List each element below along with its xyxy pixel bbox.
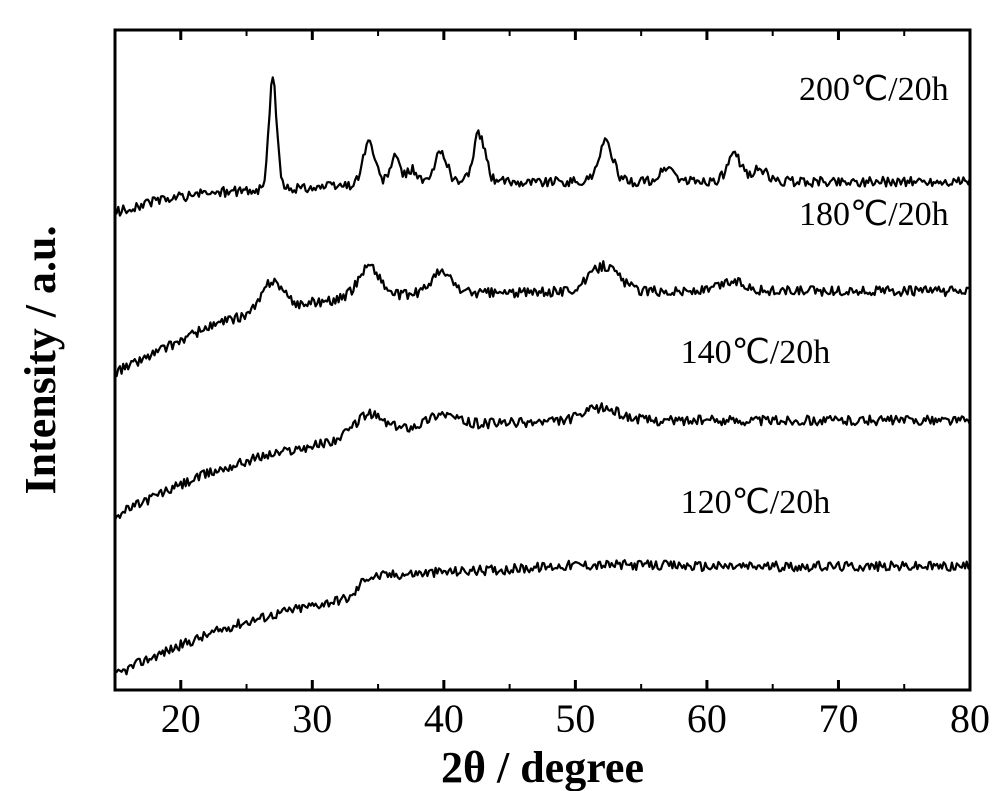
xrd-series-line <box>115 403 970 520</box>
xrd-series-line <box>115 560 970 674</box>
series-label: 140℃/20h <box>681 334 831 371</box>
x-tick-label: 60 <box>687 696 727 741</box>
series-label: 120℃/20h <box>681 484 831 521</box>
x-tick-label: 40 <box>424 696 464 741</box>
plot-frame <box>115 30 970 690</box>
xrd-series-line <box>115 261 970 376</box>
x-tick-label: 80 <box>950 696 990 741</box>
x-tick-label: 50 <box>555 696 595 741</box>
xrd-chart-container: 20 30 40 50 60 70 80 2θ / degree Intensity / a.u… <box>0 0 1000 791</box>
chart-svg: 20 30 40 50 60 70 80 2θ / degree Intensity / a.u… <box>0 0 1000 791</box>
x-tick-label: 70 <box>818 696 858 741</box>
series-label: 180℃/20h <box>799 196 949 233</box>
series-label: 200℃/20h <box>799 71 949 108</box>
x-tick-label: 30 <box>292 696 332 741</box>
y-axis-label: Intensity / a.u. <box>16 226 65 495</box>
x-axis-label: 2θ / degree <box>441 743 644 791</box>
x-tick-label: 20 <box>161 696 201 741</box>
